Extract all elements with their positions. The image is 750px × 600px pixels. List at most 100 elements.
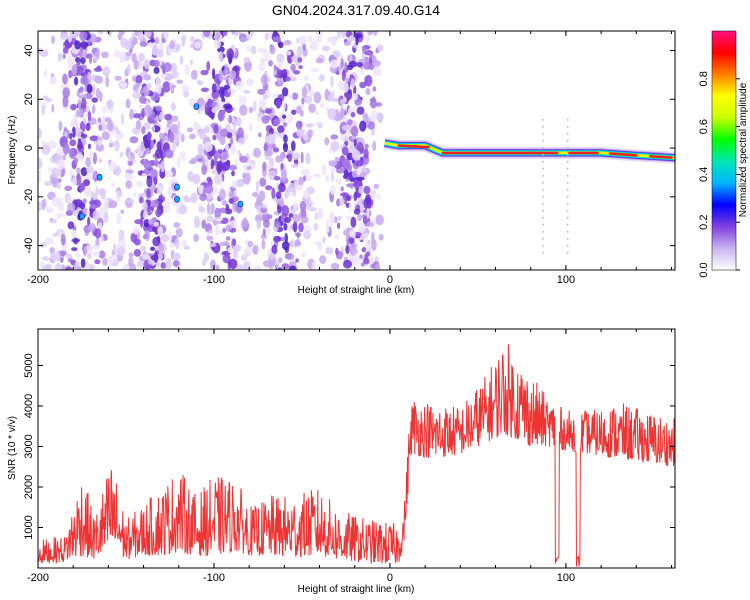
spectral-blob xyxy=(362,61,372,70)
spectral-hotspot xyxy=(79,212,85,220)
spectral-blob xyxy=(96,65,102,71)
spectral-blob xyxy=(249,31,254,37)
spectral-blob xyxy=(216,163,222,175)
spectral-blob xyxy=(365,221,374,228)
spectral-blob xyxy=(60,264,66,270)
spectral-blob xyxy=(269,45,276,55)
spectral-blob xyxy=(215,264,220,270)
spectral-blob xyxy=(87,143,92,150)
spectral-blob xyxy=(69,31,78,39)
spectral-blob xyxy=(85,106,90,113)
spectral-blob xyxy=(308,207,317,212)
spectral-blob xyxy=(64,185,73,191)
spectral-blob xyxy=(281,205,290,217)
spectral-blob xyxy=(293,214,301,223)
spectral-blob xyxy=(44,97,53,103)
spectral-blob xyxy=(248,106,254,114)
y-tick-label: 0 xyxy=(23,145,35,151)
spectral-blob xyxy=(126,64,131,75)
spectral-blob xyxy=(305,123,315,128)
spectral-blob xyxy=(228,225,232,231)
spectral-blob xyxy=(129,109,134,120)
spectral-blob xyxy=(177,157,181,168)
spectral-blob xyxy=(342,81,349,93)
spectral-blob xyxy=(264,150,274,157)
spectrogram-frame xyxy=(37,30,676,271)
spectral-blob xyxy=(156,235,161,243)
spectral-blob xyxy=(190,69,198,80)
spectral-blob xyxy=(303,95,313,104)
spectral-blob xyxy=(300,151,304,164)
spectral-blob xyxy=(148,257,153,265)
ridge-peak xyxy=(608,152,638,157)
spectral-blob xyxy=(281,68,288,79)
spectral-blob xyxy=(266,163,273,170)
spectral-blob xyxy=(281,87,289,97)
spectral-blob xyxy=(146,188,151,199)
spectral-blob xyxy=(274,221,281,229)
spectral-blob xyxy=(325,247,334,255)
spectral-blob xyxy=(59,33,69,41)
spectral-blob xyxy=(235,80,244,90)
spectral-blob xyxy=(313,223,319,231)
spectral-blob xyxy=(143,122,151,131)
spectral-blob xyxy=(119,151,124,158)
spectral-blob xyxy=(292,152,301,160)
spectral-blob xyxy=(72,176,77,187)
spectral-blob xyxy=(109,107,115,113)
spectral-blob xyxy=(273,118,281,126)
spectral-blob xyxy=(275,260,280,270)
spectral-blob xyxy=(172,142,176,153)
spectral-blob xyxy=(64,130,68,138)
spectral-blob xyxy=(158,111,165,120)
spectral-blob xyxy=(272,147,280,153)
spectral-blob xyxy=(62,46,69,54)
spectral-blob xyxy=(282,114,287,119)
spectral-blob xyxy=(150,246,156,251)
spectral-blob xyxy=(319,103,326,108)
spectral-blob xyxy=(51,35,55,44)
spectral-blob xyxy=(302,193,310,200)
spectral-blob xyxy=(359,81,367,89)
spectral-blob xyxy=(198,206,206,213)
spectral-blob xyxy=(294,232,302,237)
spectral-blob xyxy=(194,216,200,229)
y-tick-label: 40 xyxy=(23,44,35,56)
spectral-blob xyxy=(367,31,374,36)
spectral-blob xyxy=(200,87,210,93)
spectral-blob xyxy=(363,257,370,265)
spectral-blob xyxy=(160,262,167,269)
spectral-blob xyxy=(130,232,138,243)
spectral-blob xyxy=(158,132,165,139)
spectral-blob xyxy=(296,38,300,44)
spectral-blob xyxy=(335,177,342,185)
spectral-blob xyxy=(284,188,289,200)
spectral-blob xyxy=(218,207,228,214)
spectral-blob xyxy=(90,33,97,43)
spectral-blob xyxy=(153,66,160,74)
spectral-blob xyxy=(309,89,315,97)
spectral-blob xyxy=(223,76,230,81)
spectral-blob xyxy=(150,254,159,261)
spectral-blob xyxy=(179,55,184,65)
spectral-blob xyxy=(263,219,270,229)
spectral-blob xyxy=(138,196,144,204)
x-tick-label: -100 xyxy=(203,572,225,584)
spectral-blob xyxy=(275,191,282,200)
spectral-blob xyxy=(318,73,325,82)
spectral-blob xyxy=(225,236,231,241)
spectral-blob xyxy=(45,263,52,270)
spectral-blob xyxy=(269,252,275,261)
spectral-blob xyxy=(299,35,308,46)
spectral-blob xyxy=(246,165,252,170)
spectral-blob xyxy=(51,104,55,113)
spectral-blob xyxy=(298,222,304,233)
spectral-blob xyxy=(312,173,321,178)
spectral-blob xyxy=(78,182,86,192)
spectral-blob xyxy=(366,207,370,219)
spectral-blob xyxy=(92,170,98,179)
spectral-blob xyxy=(165,257,172,270)
spectral-blob xyxy=(221,161,231,171)
spectral-blob xyxy=(201,164,208,176)
spectral-blob xyxy=(58,120,63,132)
